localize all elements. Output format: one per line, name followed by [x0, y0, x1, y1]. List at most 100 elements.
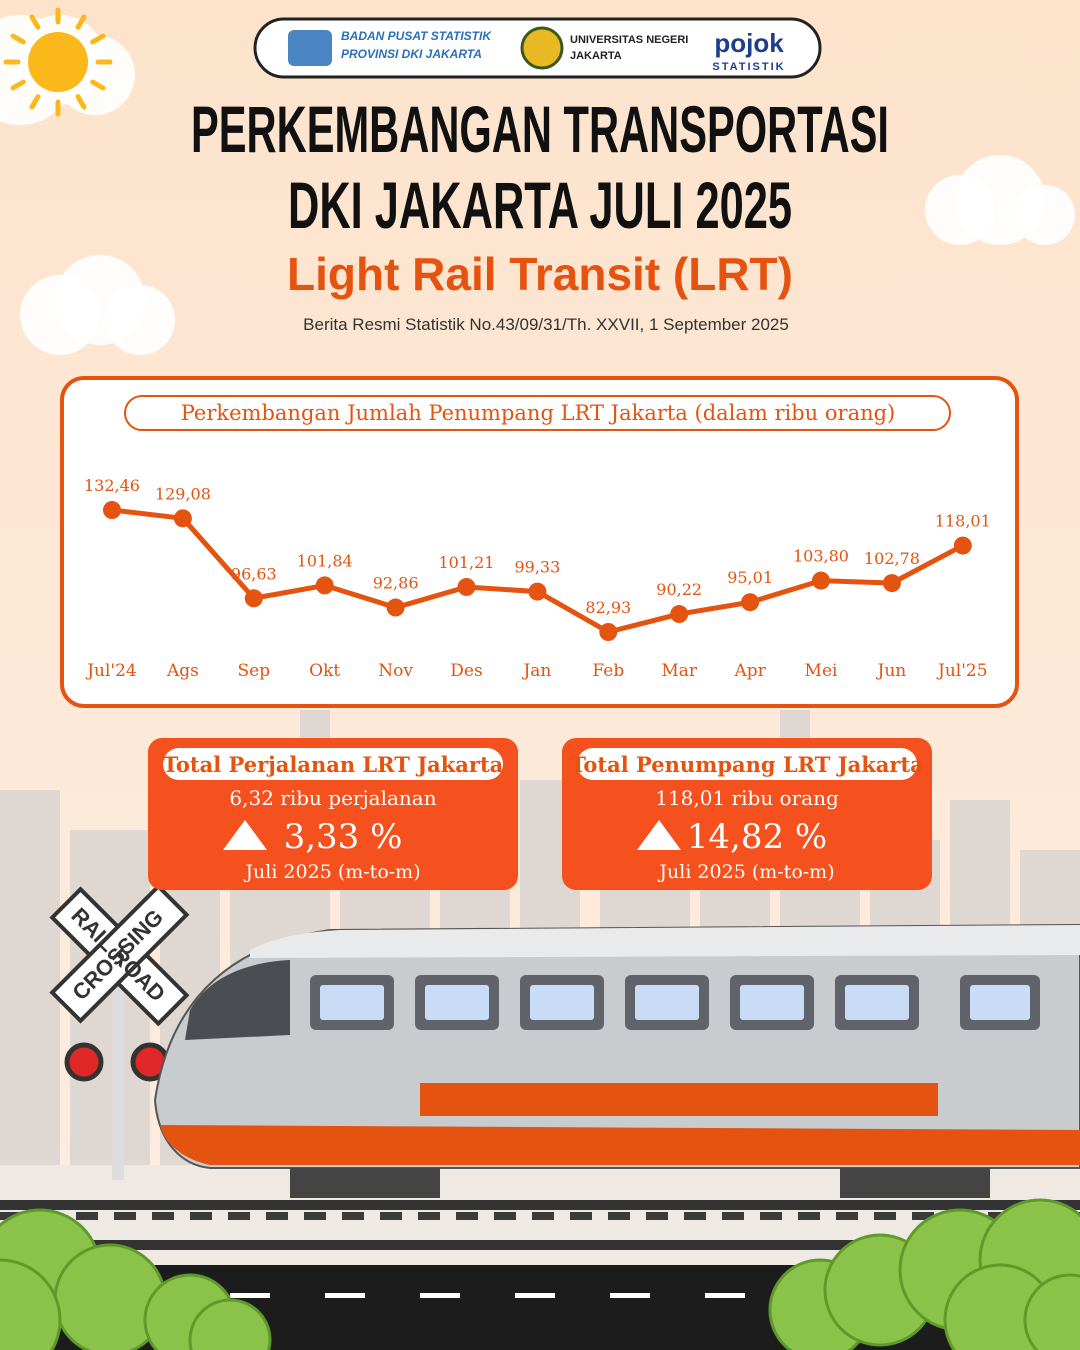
card-period: Juli 2025 (m-to-m) [243, 861, 420, 883]
bush [0, 1258, 62, 1350]
x-tick-label: Mar [661, 661, 698, 681]
chart-title-pill [124, 395, 951, 431]
card-title-pill [163, 748, 503, 780]
card-change: 3,33 % [284, 817, 403, 857]
data-label: 103,80 [793, 547, 849, 566]
sun-ray [29, 94, 41, 110]
unj-name: UNIVERSITAS NEGERI [570, 34, 688, 46]
pojok-sub: STATISTIK [712, 61, 785, 73]
x-tick-label: Sep [238, 661, 271, 681]
sleeper [456, 1212, 478, 1220]
sun-ray [10, 33, 26, 45]
sleeper [912, 1212, 934, 1220]
x-tick-label: Jan [521, 661, 551, 681]
chart-title: Perkembangan Jumlah Penumpang LRT Jakart… [181, 401, 896, 425]
sun-ray [90, 79, 106, 91]
source: Berita Resmi Statistik No.43/09/31/Th. X… [303, 315, 789, 334]
data-point [103, 501, 121, 519]
sun [28, 32, 88, 92]
x-tick-label: Apr [733, 661, 766, 681]
up-arrow [637, 820, 681, 850]
building [0, 790, 60, 1170]
sleeper [836, 1212, 858, 1220]
data-label: 90,22 [656, 580, 702, 599]
data-label: 82,93 [585, 598, 631, 617]
data-point [882, 574, 901, 593]
sleeper [798, 1212, 820, 1220]
data-point [528, 582, 547, 601]
card-period: Juli 2025 (m-to-m) [657, 861, 834, 883]
data-point [741, 593, 760, 612]
data-point [457, 577, 476, 596]
sleeper [152, 1212, 174, 1220]
data-label: 101,84 [297, 551, 353, 570]
up-arrow [223, 820, 267, 850]
sleeper [342, 1212, 364, 1220]
line-chart: 132,46 Jul'24 129,08 Ags 96,63 Sep 101,84 Okt 92… [84, 476, 991, 681]
signal-light [64, 1042, 104, 1082]
bush [1023, 1273, 1080, 1350]
subtitle: Light Rail Transit (LRT) [287, 248, 793, 300]
card-title-pill [577, 748, 917, 780]
x-tick-label: Des [450, 661, 482, 681]
stat-cards: Total Perjalanan LRT Jakarta 6,32 ribu pe… [148, 738, 932, 890]
data-label: 95,01 [727, 568, 773, 587]
data-label: 92,86 [373, 574, 419, 593]
x-tick-label: Okt [309, 661, 340, 681]
x-tick-label: Jul'24 [85, 661, 137, 681]
x-tick-label: Jul'25 [936, 661, 988, 681]
train-stripe [160, 1125, 1080, 1165]
train-window-glass [635, 985, 699, 1020]
data-label: 99,33 [514, 558, 560, 577]
data-point [315, 576, 334, 595]
sleeper [532, 1212, 554, 1220]
data-label: 132,46 [84, 476, 140, 495]
bps-logo [288, 30, 332, 66]
train-window-glass [845, 985, 909, 1020]
train-window-glass [320, 985, 384, 1020]
chart-frame [60, 376, 1019, 708]
sleeper [304, 1212, 326, 1220]
sleeper [570, 1212, 592, 1220]
bps-name: BADAN PUSAT STATISTIK [341, 29, 492, 43]
road-marking [515, 1293, 555, 1298]
sleeper [418, 1212, 440, 1220]
cloud [105, 285, 175, 355]
road-marking [420, 1293, 460, 1298]
cloud [925, 175, 995, 245]
train-window-glass [970, 985, 1030, 1020]
sun-ray [10, 79, 26, 91]
train-bogie [290, 1168, 440, 1198]
sun-ray [75, 94, 87, 110]
train-bogie [840, 1168, 990, 1198]
x-tick-label: Ags [166, 661, 199, 681]
sleeper [266, 1212, 288, 1220]
data-point [670, 605, 689, 624]
data-label: 118,01 [935, 512, 991, 531]
x-tick-label: Jun [876, 661, 907, 681]
data-point [386, 598, 405, 617]
road-marking [705, 1293, 745, 1298]
card-detail: 6,32 ribu perjalanan [229, 786, 436, 810]
bush [188, 1298, 272, 1350]
rail [0, 1200, 1080, 1210]
road-marking [325, 1293, 365, 1298]
train-nose-window [185, 960, 290, 1040]
x-tick-label: Nov [378, 661, 413, 681]
card-change: 14,82 % [687, 817, 827, 857]
title-line: DKI JAKARTA JULI 2025 [288, 168, 792, 242]
train-window-glass [530, 985, 594, 1020]
data-label: 102,78 [864, 549, 920, 568]
sleeper [380, 1212, 402, 1220]
sleeper [76, 1212, 98, 1220]
x-tick-label: Mei [805, 661, 838, 681]
sleeper [228, 1212, 250, 1220]
data-point [812, 571, 830, 590]
data-label: 96,63 [231, 564, 277, 583]
content: BADAN PUSAT STATISTIK PROVINSI DKI JAKAR… [60, 17, 1019, 708]
sleeper [760, 1212, 782, 1220]
